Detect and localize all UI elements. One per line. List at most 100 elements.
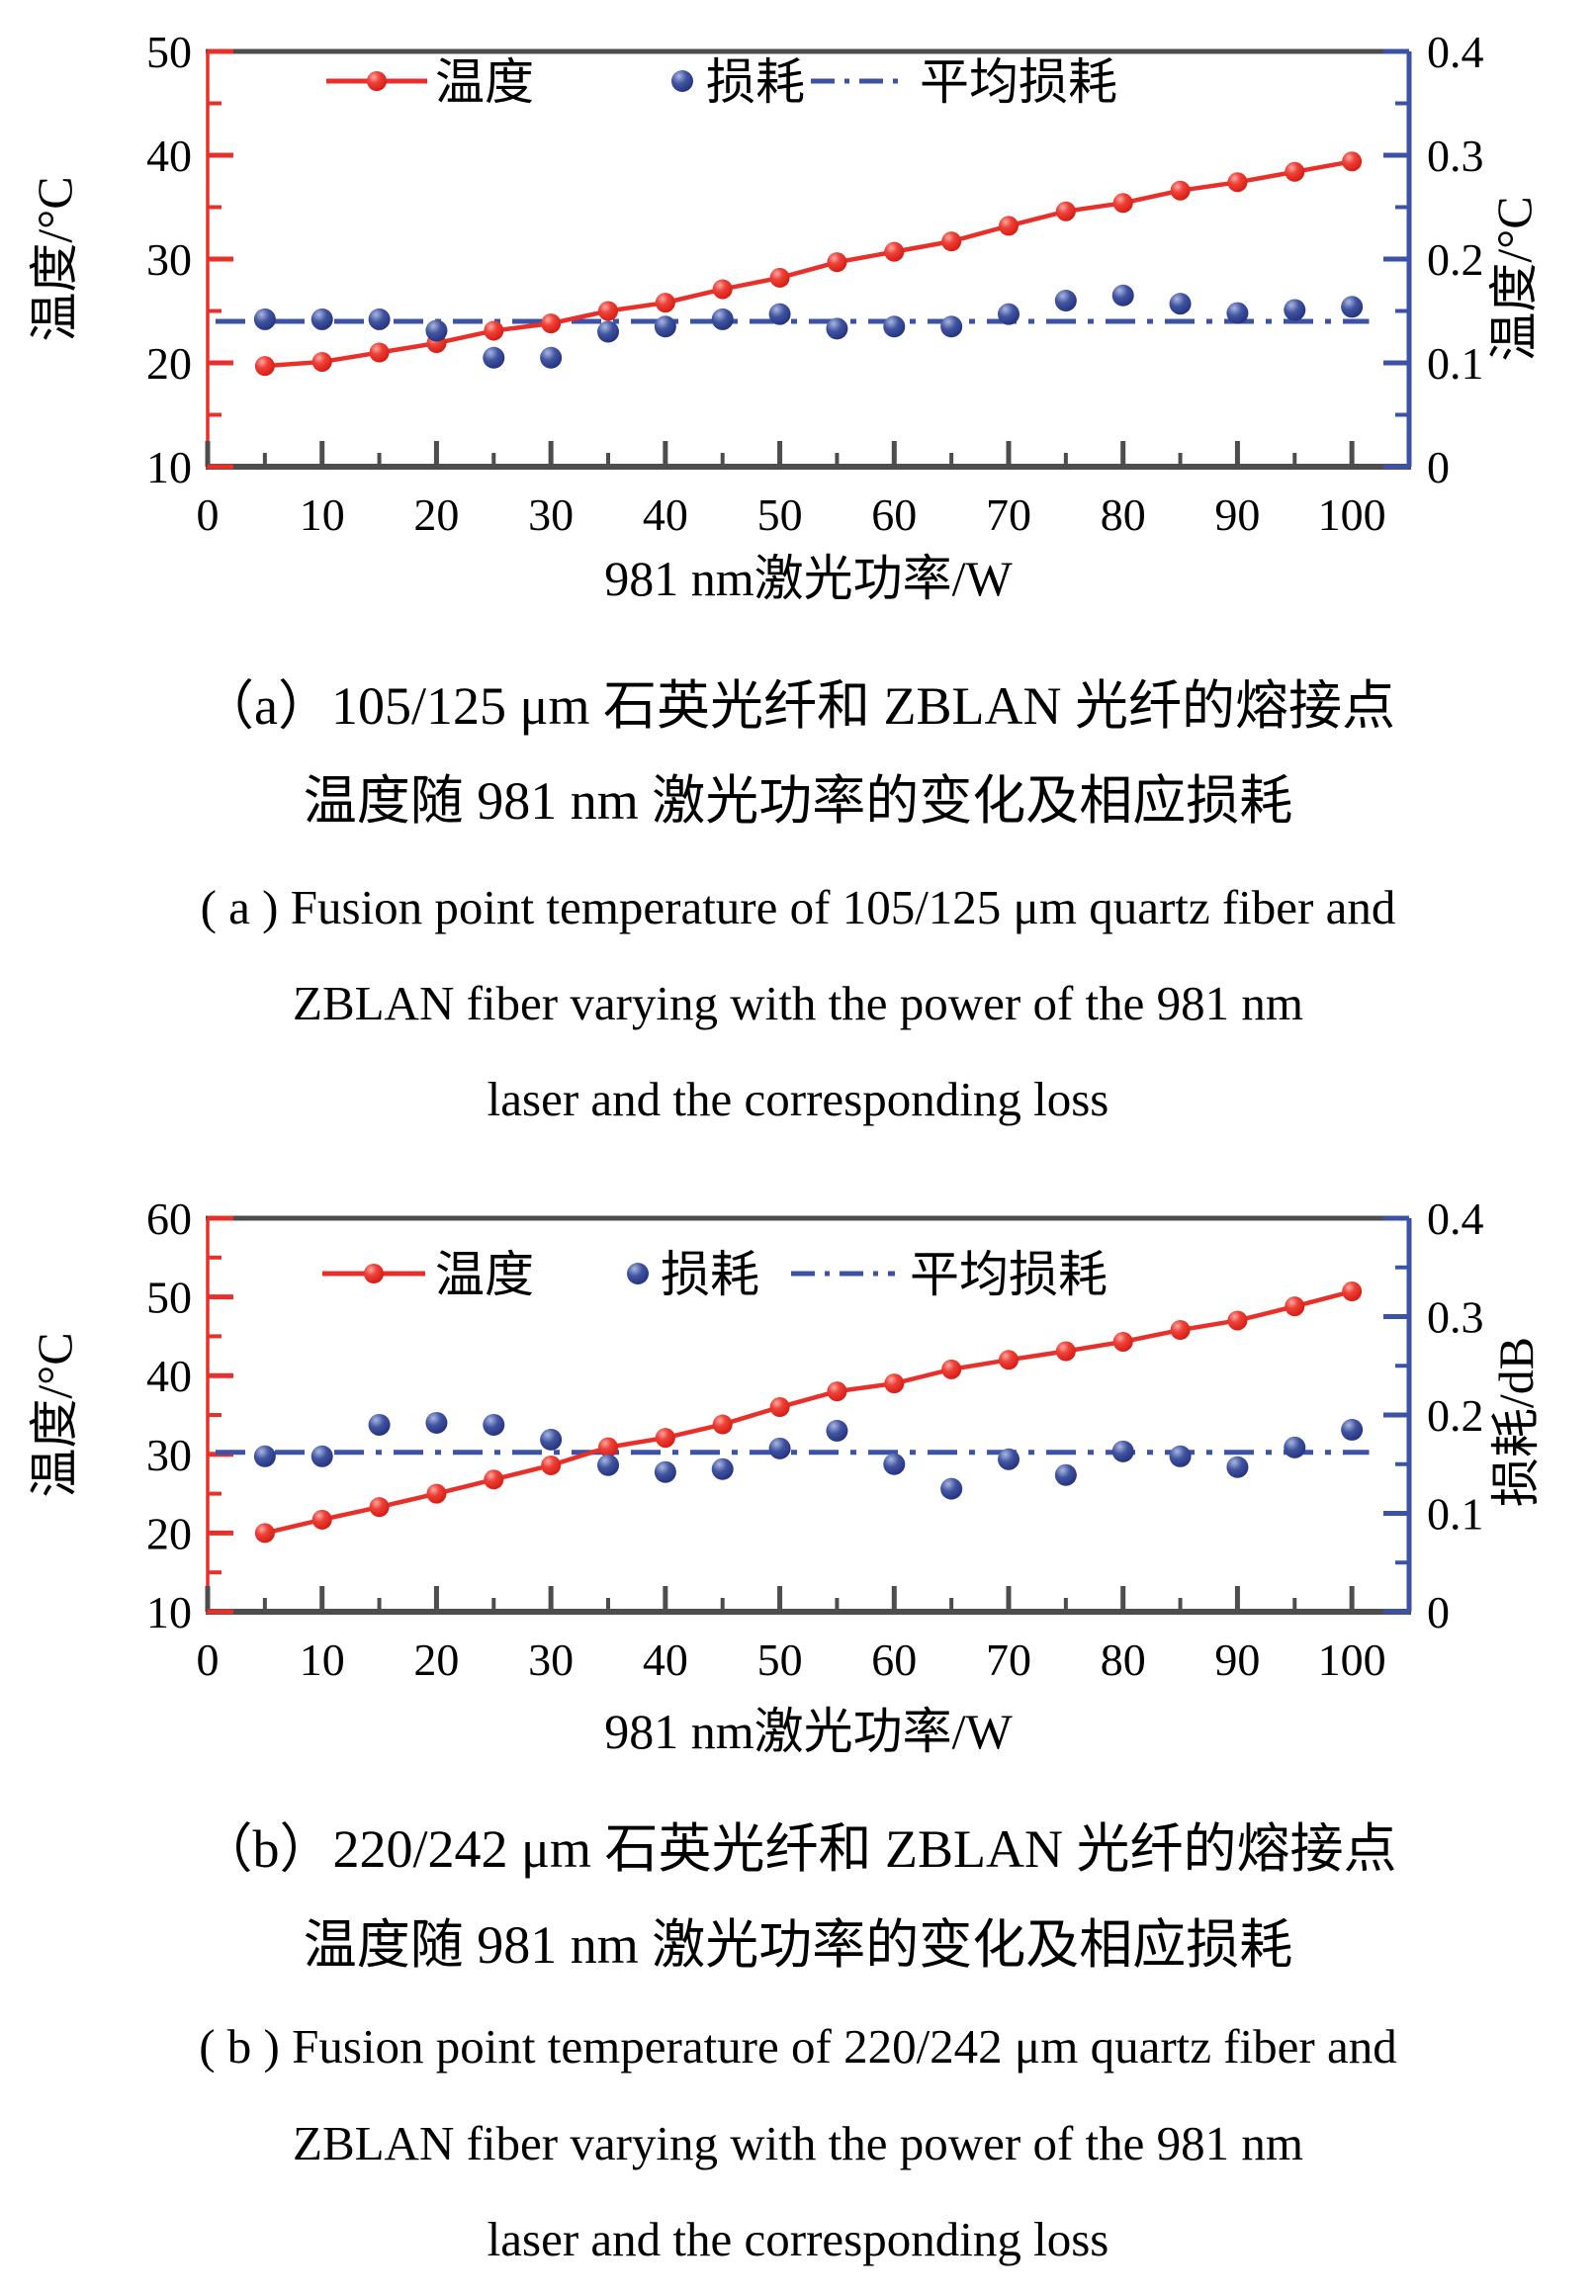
- loss-point: [768, 1437, 791, 1459]
- temperature-point: [1342, 1281, 1363, 1302]
- temperature-point: [712, 1414, 733, 1435]
- x-tick-label: 40: [643, 489, 688, 540]
- right-tick-label: 0.2: [1427, 1390, 1484, 1441]
- x-axis: 0 10 20 30 40 50 60 70 80 90 100 981 nm激光功率/W: [197, 1586, 1386, 1759]
- x-tick-label: 40: [643, 1634, 688, 1685]
- x-tick-label: 30: [528, 1634, 574, 1685]
- left-axis: 10 20 30 40 50 温度/°C: [27, 27, 233, 492]
- caption-a-zh-line2: 温度随 981 nm 激光功率的变化及相应损耗: [303, 771, 1293, 831]
- legend-temperature-label: 温度: [435, 1247, 534, 1302]
- axes-chart-a: [206, 48, 1412, 470]
- left-tick-label: 20: [146, 1508, 192, 1558]
- temperature-point: [426, 1483, 447, 1504]
- loss-points: [253, 1411, 1364, 1500]
- x-axis-label: 981 nm激光功率/W: [604, 1704, 1013, 1759]
- caption-b-en-line1: ( b ) Fusion point temperature of 220/24…: [199, 2019, 1397, 2074]
- temperature-point: [655, 1428, 675, 1449]
- temperature-point: [311, 1509, 332, 1530]
- temperature-point: [941, 1359, 962, 1379]
- temperature-point: [827, 1381, 847, 1402]
- temperature-point: [1170, 1320, 1191, 1341]
- right-tick-label: 0.3: [1427, 1292, 1484, 1343]
- left-tick-label: 10: [146, 1587, 192, 1637]
- loss-point: [1111, 284, 1134, 307]
- temperature-point: [884, 241, 905, 262]
- temperature-point: [999, 1350, 1019, 1370]
- legend-temperature-marker: [364, 1264, 384, 1283]
- loss-point: [711, 308, 734, 330]
- loss-points: [253, 284, 1364, 369]
- caption-a-en-line3: laser and the corresponding loss: [487, 1072, 1109, 1126]
- x-tick-label: 70: [986, 489, 1031, 540]
- x-tick-label: 30: [528, 489, 574, 540]
- x-tick-label: 70: [986, 1634, 1031, 1685]
- loss-point: [768, 303, 791, 325]
- legend-loss-marker: [671, 70, 693, 92]
- legend-avg-loss-label: 平均损耗: [920, 54, 1117, 110]
- temperature-point: [311, 351, 332, 372]
- temperature-series: [254, 1281, 1363, 1544]
- x-tick-label: 0: [197, 489, 220, 540]
- loss-point: [940, 1477, 963, 1500]
- loss-point: [540, 346, 563, 369]
- loss-point: [483, 346, 505, 369]
- caption-b-zh-line1: （b）220/242 μm 石英光纤和 ZBLAN 光纤的熔接点: [199, 1819, 1397, 1879]
- x-tick-label: 60: [871, 489, 917, 540]
- loss-point: [1169, 1445, 1192, 1467]
- loss-point: [483, 1413, 505, 1436]
- left-tick-label: 30: [146, 1430, 192, 1480]
- temperature-point: [254, 1523, 275, 1544]
- x-tick-label: 10: [300, 489, 345, 540]
- temperature-point: [941, 231, 962, 252]
- loss-point: [1284, 1436, 1306, 1458]
- loss-point: [883, 315, 906, 338]
- loss-point: [1111, 1440, 1134, 1462]
- temperature-point: [1285, 161, 1305, 182]
- temperature-point: [254, 356, 275, 377]
- loss-point: [253, 308, 276, 330]
- legend-loss-label: 损耗: [706, 54, 805, 110]
- legend-temperature-label: 温度: [435, 54, 534, 110]
- temperature-point: [1285, 1296, 1305, 1317]
- right-tick-label: 0.4: [1427, 1193, 1484, 1244]
- temperature-point: [598, 301, 618, 321]
- legend-avg-loss-label: 平均损耗: [910, 1247, 1108, 1302]
- loss-point: [1226, 1456, 1249, 1478]
- loss-point: [1284, 299, 1306, 321]
- x-tick-label: 80: [1101, 1634, 1146, 1685]
- temperature-point: [1342, 151, 1363, 172]
- loss-point: [425, 1411, 448, 1434]
- temperature-point: [598, 1437, 618, 1457]
- temperature-point: [1170, 180, 1191, 201]
- x-axis: 0 10 20 30 40 50 60 70 80 90 100 981 nm激光功率/W: [197, 441, 1386, 606]
- caption-a-en-line2: ZBLAN fiber varying with the power of th…: [293, 976, 1303, 1030]
- right-axis-label: 温度/°C: [1486, 196, 1542, 361]
- x-tick-label: 20: [413, 489, 459, 540]
- right-tick-label: 0.3: [1427, 131, 1484, 181]
- loss-point: [1169, 293, 1192, 315]
- right-tick-label: 0.2: [1427, 234, 1484, 285]
- temperature-point: [1112, 193, 1133, 214]
- legend: 温度 损耗 平均损耗: [326, 54, 1117, 110]
- temperature-point: [999, 216, 1019, 236]
- left-tick-label: 40: [146, 1351, 192, 1401]
- loss-point: [654, 315, 676, 338]
- loss-point: [368, 308, 391, 330]
- x-tick-label: 10: [300, 1634, 345, 1685]
- caption-b-en-line3: laser and the corresponding loss: [487, 2212, 1109, 2266]
- temperature-point: [541, 1455, 562, 1475]
- caption-b-en-line2: ZBLAN fiber varying with the power of th…: [293, 2116, 1303, 2170]
- temperature-point: [369, 342, 390, 363]
- temperature-series: [254, 151, 1363, 377]
- temperature-point: [1055, 201, 1076, 221]
- x-tick-label: 0: [197, 1634, 220, 1685]
- right-tick-label: 0: [1427, 1587, 1450, 1637]
- temperature-point: [484, 320, 504, 341]
- x-tick-label: 90: [1214, 489, 1260, 540]
- loss-point: [1226, 302, 1249, 324]
- caption-a-en-line1: ( a ) Fusion point temperature of 105/12…: [200, 880, 1396, 934]
- legend-loss-marker: [627, 1263, 649, 1284]
- loss-point: [253, 1445, 276, 1467]
